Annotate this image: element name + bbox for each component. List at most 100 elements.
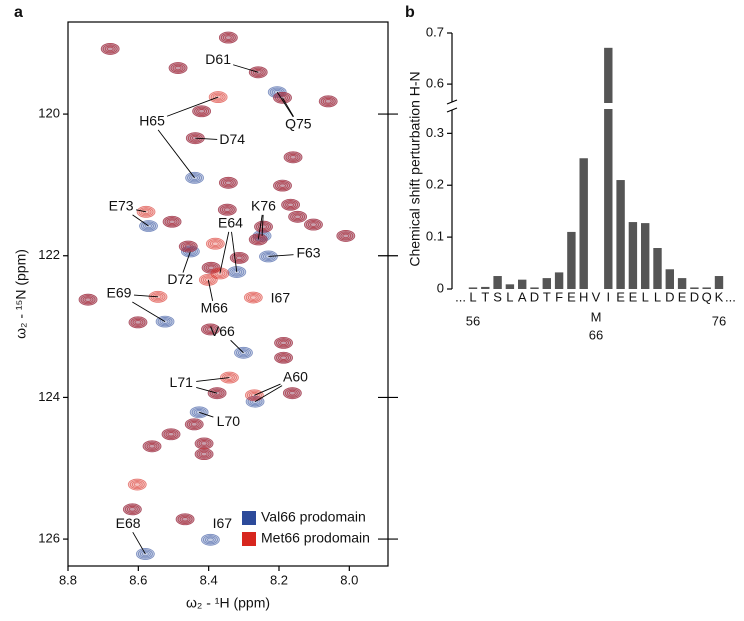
contour: [223, 207, 231, 212]
annotation-line: [133, 294, 159, 298]
contour: [250, 67, 266, 77]
contour: [159, 318, 171, 326]
contour: [248, 391, 260, 399]
peak: [243, 291, 263, 304]
annotation: I67: [213, 515, 233, 531]
contour: [261, 251, 276, 262]
contour: [238, 349, 249, 357]
bar: [579, 158, 588, 289]
contour: [336, 230, 356, 242]
annotation: M66: [201, 300, 228, 316]
bar: [530, 287, 539, 289]
annotation-line: [257, 214, 263, 240]
residue-number: 56: [466, 313, 480, 328]
peak: [281, 198, 300, 211]
peak: [304, 218, 323, 231]
peak: [217, 203, 237, 216]
residue-label: E: [629, 289, 638, 304]
contour: [276, 353, 291, 363]
contour: [219, 205, 235, 215]
contour: [247, 397, 263, 407]
panel-label: a: [14, 4, 23, 21]
contour: [252, 68, 264, 76]
peak: [192, 105, 212, 118]
residue-label: I: [606, 289, 610, 304]
contour: [106, 46, 114, 52]
contour: [145, 223, 152, 229]
contour: [100, 43, 120, 55]
x-tick-label: 8.4: [200, 572, 218, 587]
contour: [280, 340, 287, 346]
contour: [287, 153, 299, 161]
contour: [140, 208, 152, 216]
contour: [306, 219, 321, 230]
residue-label: D: [530, 289, 539, 304]
contour: [209, 388, 225, 398]
contour: [84, 297, 92, 302]
contour: [157, 317, 173, 327]
y-tick-label: 0.7: [426, 24, 444, 39]
annotation-line: [230, 339, 244, 354]
variant-label: M: [591, 309, 602, 324]
residue-label: Q: [702, 289, 712, 304]
annotation: L71: [170, 374, 194, 390]
contour: [211, 389, 223, 397]
legend-swatch: [242, 532, 256, 546]
bar: [493, 276, 502, 289]
annotation-line: [233, 64, 259, 73]
x-axis-label: ω₂ - ¹H (ppm): [186, 595, 270, 611]
contour: [172, 64, 184, 72]
contour: [224, 374, 235, 381]
peak: [254, 220, 273, 233]
annotation-line: [196, 386, 218, 394]
contour: [141, 221, 156, 231]
contour: [254, 220, 273, 233]
contour: [201, 323, 220, 336]
peak: [201, 533, 220, 546]
contour: [285, 201, 296, 209]
panel-label: b: [405, 4, 415, 21]
contour: [273, 179, 292, 192]
contour: [278, 354, 289, 362]
contour: [283, 151, 303, 164]
annotation-line: [132, 214, 149, 227]
contour: [184, 418, 204, 431]
contour: [222, 372, 237, 383]
contour: [338, 231, 354, 241]
contour: [207, 327, 214, 332]
y-tick-label: 0.1: [426, 229, 444, 244]
peak: [122, 503, 142, 516]
contour: [124, 504, 140, 514]
contour: [304, 218, 323, 231]
contour: [203, 324, 218, 335]
contour: [203, 535, 218, 545]
peak: [175, 513, 195, 526]
contour: [212, 93, 224, 101]
contour: [288, 210, 308, 223]
contour: [202, 276, 214, 284]
contour: [279, 183, 286, 188]
bar-break-gap: [602, 103, 615, 109]
contour: [218, 176, 238, 189]
contour: [275, 93, 290, 103]
annotation: K76: [251, 198, 276, 214]
contour: [198, 450, 210, 458]
annotation: L70: [217, 413, 241, 429]
contour: [128, 316, 148, 329]
peak: [161, 428, 181, 441]
residue-number: 76: [712, 313, 726, 328]
contour: [186, 419, 202, 429]
contour: [320, 96, 336, 106]
bar: [554, 272, 564, 289]
contour: [290, 212, 306, 222]
contour: [210, 92, 226, 102]
contour: [213, 390, 221, 396]
peak: [274, 336, 293, 349]
contour: [275, 181, 290, 191]
annotation-line: [132, 301, 166, 323]
y-axis-label: ω₂ - ¹⁵N (ppm): [13, 249, 29, 339]
contour: [190, 422, 198, 427]
annotation-line: [195, 137, 218, 140]
residue-label: E: [567, 289, 576, 304]
contour: [250, 234, 266, 245]
